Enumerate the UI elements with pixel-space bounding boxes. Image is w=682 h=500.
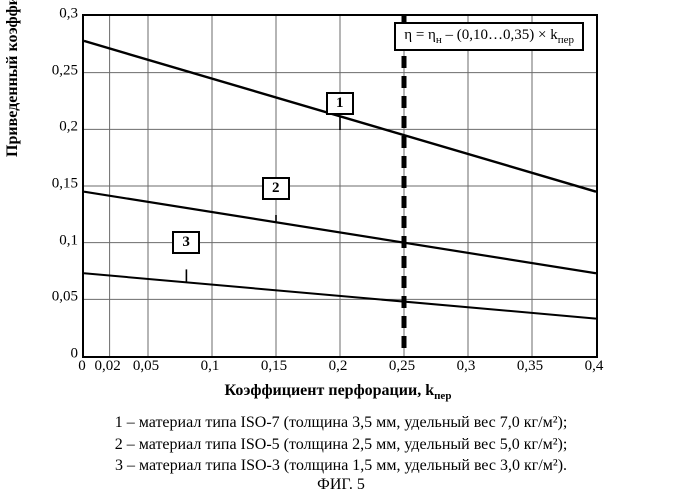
x-tick: 0,35: [507, 358, 553, 375]
series-callout-3: 3: [172, 231, 200, 254]
x-tick: 0,25: [379, 358, 425, 375]
equation-box: η = ηн – (0,10…0,35) × kпер: [394, 22, 584, 51]
legend-line-3: 3 – материал типа ISO-3 (толщина 1,5 мм,…: [0, 455, 682, 477]
legend-line-1: 1 – материал типа ISO-7 (толщина 3,5 мм,…: [0, 412, 682, 434]
x-tick: 0,1: [187, 358, 233, 375]
series-callout-1: 1: [326, 92, 354, 115]
x-axis-label: Коэффициент перфорации, kпер: [82, 382, 594, 402]
legend-line-2: 2 – материал типа ISO-5 (толщина 2,5 мм,…: [0, 434, 682, 456]
x-tick: 0,4: [571, 358, 617, 375]
y-tick: 0: [32, 346, 78, 363]
legend-text: 1 – материал типа ISO-7 (толщина 3,5 мм,…: [0, 412, 682, 477]
chart-lines: [84, 16, 596, 356]
y-tick: 0,1: [32, 232, 78, 249]
x-tick: 0,15: [251, 358, 297, 375]
series-callout-2: 2: [262, 177, 290, 200]
chart-plot-area: [82, 14, 598, 358]
y-axis-label: Приведенный коэффициент потерь, η: [4, 0, 22, 190]
x-tick: 0,3: [443, 358, 489, 375]
y-tick: 0,15: [32, 176, 78, 193]
x-tick: 0,2: [315, 358, 361, 375]
x-tick: 0,05: [123, 358, 169, 375]
y-tick: 0,05: [32, 289, 78, 306]
y-tick: 0,25: [32, 62, 78, 79]
y-tick: 0,3: [32, 6, 78, 23]
figure-caption: ФИГ. 5: [0, 476, 682, 494]
y-tick: 0,2: [32, 119, 78, 136]
